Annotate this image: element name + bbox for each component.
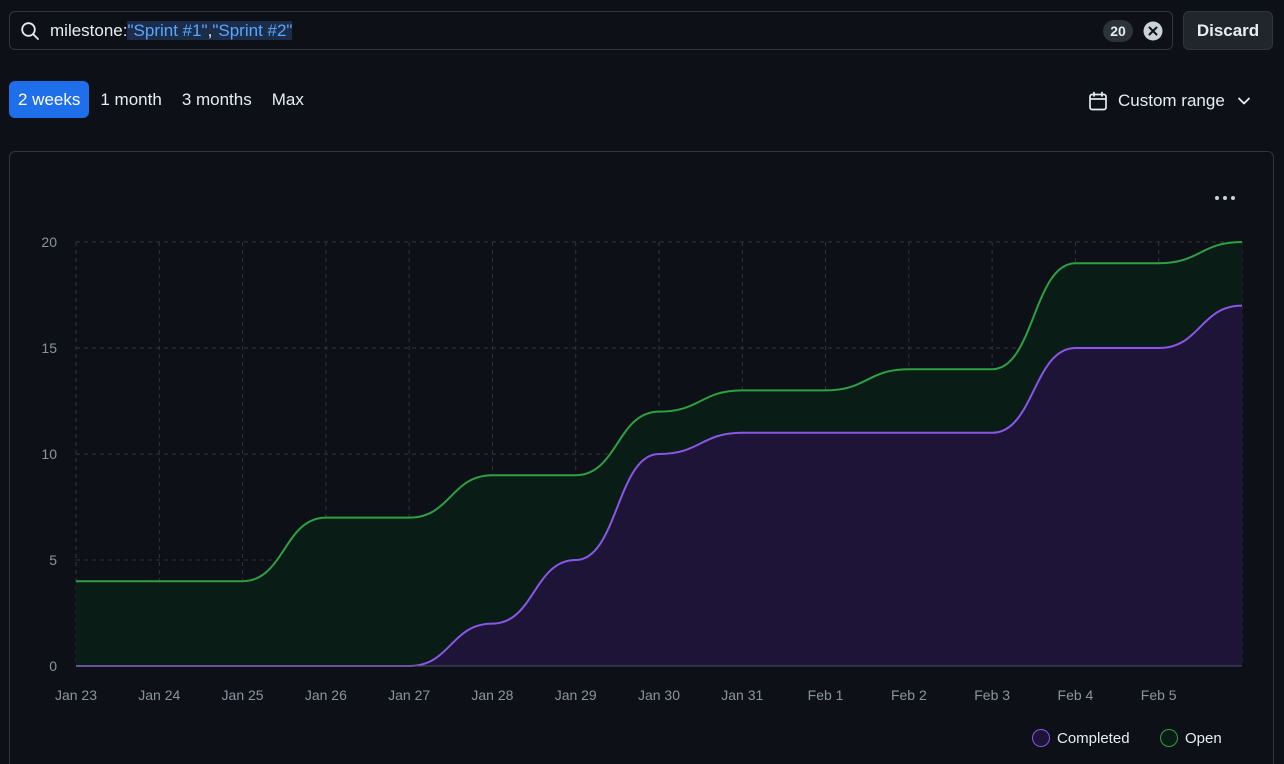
x-tick-label: Feb 1 xyxy=(808,687,844,703)
range-1-month[interactable]: 1 month xyxy=(91,81,170,118)
range-3-months[interactable]: 3 months xyxy=(173,81,261,118)
legend-open-swatch xyxy=(1160,729,1178,747)
x-tick-label: Feb 5 xyxy=(1141,687,1177,703)
burnup-chart: 0 5 10 15 20 Jan 23 Jan 24 Jan 25 Jan 26 Jan 27 Ja… xyxy=(41,234,1243,703)
y-tick-label: 20 xyxy=(41,234,57,250)
filter-value-1: "Sprint #1" xyxy=(127,21,208,40)
x-tick-label: Jan 23 xyxy=(55,687,97,703)
calendar-icon xyxy=(1089,91,1107,111)
x-tick-label: Jan 29 xyxy=(555,687,597,703)
legend-open[interactable]: Open xyxy=(1160,729,1222,747)
legend-completed[interactable]: Completed xyxy=(1032,729,1130,747)
filter-value-2: "Sprint #2" xyxy=(212,21,293,40)
legend-completed-swatch xyxy=(1032,729,1050,747)
filter-separator: , xyxy=(207,21,213,40)
range-2-weeks[interactable]: 2 weeks xyxy=(9,81,90,118)
y-tick-label: 5 xyxy=(49,552,57,568)
chart-card: 0 5 10 15 20 Jan 23 Jan 24 Jan 25 Jan 26 Jan 27 Ja… xyxy=(9,151,1274,764)
y-tick-label: 15 xyxy=(41,340,57,356)
more-options-icon[interactable] xyxy=(1211,188,1239,208)
x-tick-label: Jan 28 xyxy=(471,687,513,703)
legend-open-label: Open xyxy=(1185,729,1222,747)
x-tick-label: Jan 27 xyxy=(388,687,430,703)
filter-query[interactable]: milestone:"Sprint #1","Sprint #2" xyxy=(50,21,293,41)
x-tick-label: Feb 3 xyxy=(974,687,1010,703)
range-max[interactable]: Max xyxy=(263,81,313,118)
series-line-open xyxy=(76,241,1243,583)
discard-button[interactable]: Discard xyxy=(1183,11,1273,50)
search-icon xyxy=(21,22,39,40)
x-tick-label: Feb 4 xyxy=(1058,687,1094,703)
area-completed xyxy=(76,305,1242,666)
x-tick-label: Jan 31 xyxy=(721,687,763,703)
result-count-badge: 20 xyxy=(1103,20,1133,42)
clear-filter-icon[interactable] xyxy=(1143,21,1163,41)
x-tick-label: Jan 24 xyxy=(138,687,180,703)
x-tick-label: Jan 30 xyxy=(638,687,680,703)
custom-range-dropdown[interactable]: Custom range xyxy=(1088,88,1251,114)
chevron-down-icon xyxy=(1237,97,1250,105)
x-tick-label: Jan 26 xyxy=(305,687,347,703)
range-selector: 2 weeks 1 month 3 months Max xyxy=(9,81,315,118)
custom-range-label: Custom range xyxy=(1118,91,1225,110)
x-tick-label: Feb 2 xyxy=(891,687,927,703)
y-tick-label: 10 xyxy=(41,446,57,462)
x-tick-label: Jan 25 xyxy=(222,687,264,703)
y-tick-label: 0 xyxy=(49,658,57,674)
filter-key: milestone: xyxy=(50,21,128,40)
legend-completed-label: Completed xyxy=(1057,729,1130,747)
filter-bar[interactable]: milestone:"Sprint #1","Sprint #2" 20 xyxy=(9,11,1173,50)
